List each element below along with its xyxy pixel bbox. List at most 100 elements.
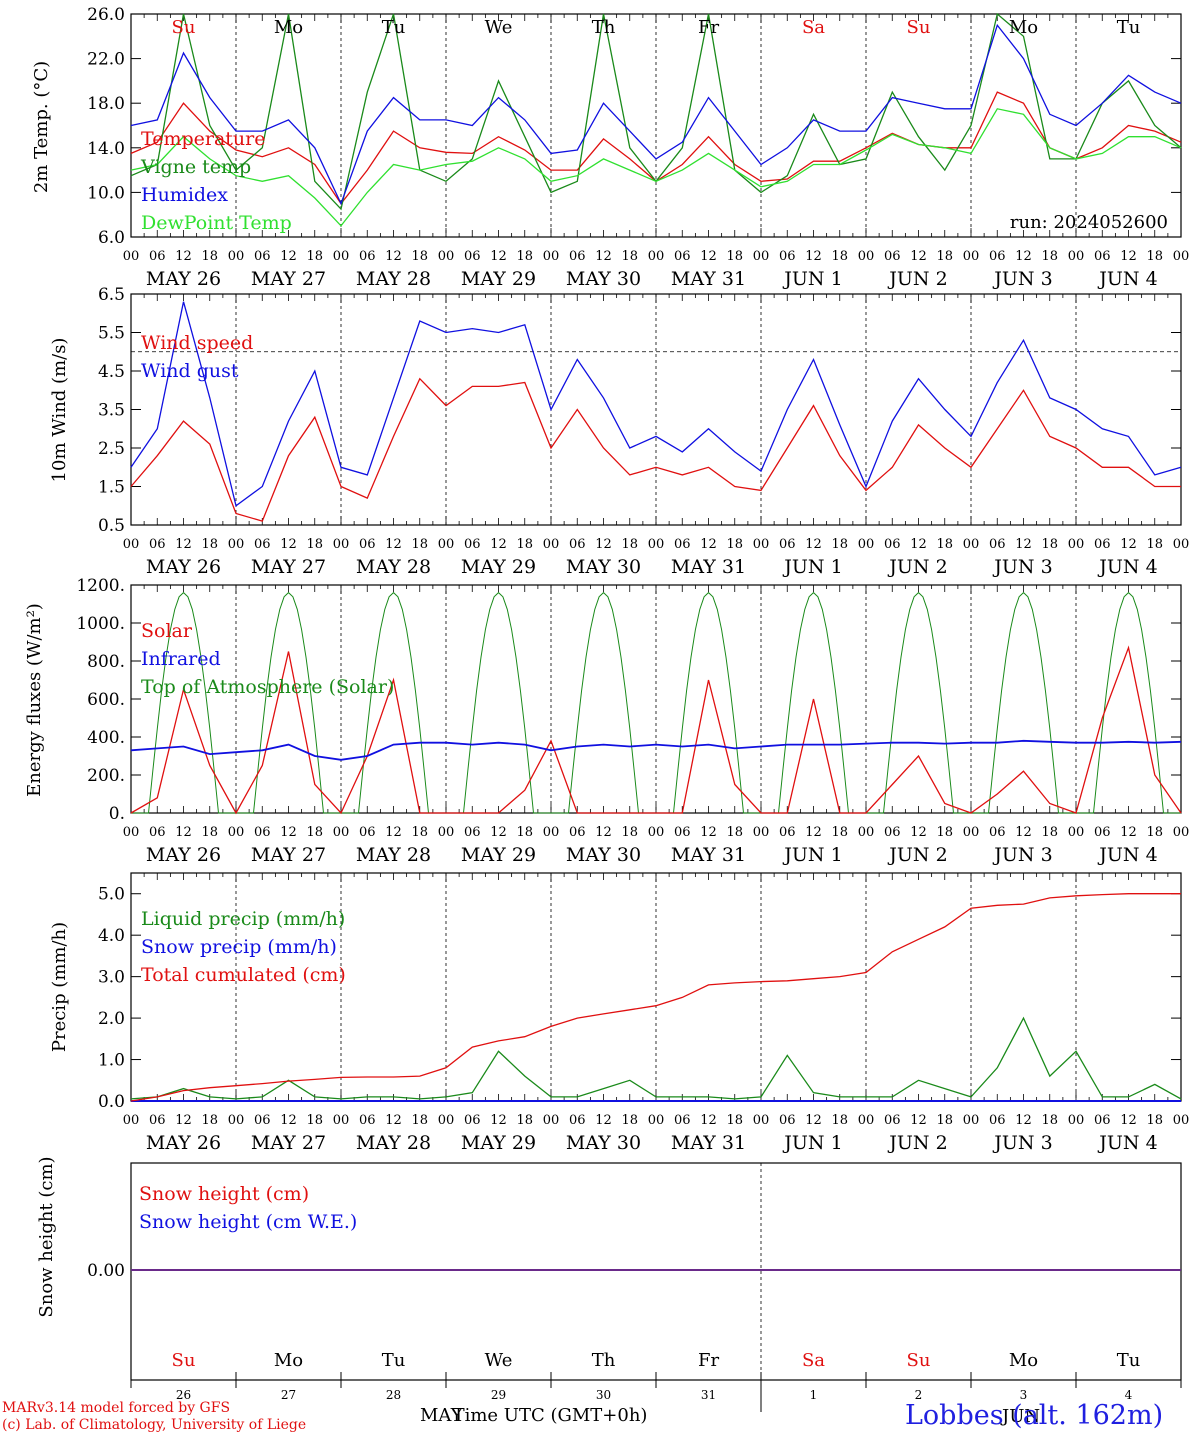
- y-tick-label: 200.: [87, 766, 125, 786]
- weekday-label: Fr: [698, 1350, 719, 1371]
- hour-tick-label: 06: [359, 249, 376, 264]
- credit-line-2: (c) Lab. of Climatology, University of L…: [2, 1417, 307, 1433]
- hour-tick-label: 00: [228, 1113, 245, 1128]
- hour-tick-label: 18: [201, 825, 218, 840]
- legend-entry: Top of Atmosphere (Solar): [141, 676, 394, 698]
- y-tick-label: 6.0: [98, 228, 125, 248]
- y-tick-label: 0.00: [87, 1261, 125, 1281]
- y-tick-label: 1.0: [98, 1051, 125, 1071]
- weekday-label: We: [485, 17, 513, 38]
- hour-tick-label: 12: [490, 1113, 507, 1128]
- hour-tick-label: 00: [858, 249, 875, 264]
- plot-frame: [130, 13, 1182, 238]
- hour-tick-label: 00: [1068, 1113, 1085, 1128]
- hour-tick-label: 06: [569, 1113, 586, 1128]
- date-label: JUN 4: [1097, 556, 1157, 578]
- hour-tick-label: 12: [700, 825, 717, 840]
- date-label: MAY 29: [461, 268, 536, 290]
- hour-tick-label: 12: [280, 249, 297, 264]
- weekday-label: Th: [592, 17, 616, 38]
- date-label: MAY 29: [461, 1132, 536, 1154]
- date-label: JUN 1: [782, 268, 842, 290]
- hour-tick-label: 12: [490, 249, 507, 264]
- hour-tick-label: 12: [805, 249, 822, 264]
- hour-tick-label: 18: [831, 537, 848, 552]
- run-annotation: run: 2024052600: [1010, 212, 1168, 233]
- month-may-label: MAY: [420, 1405, 463, 1426]
- y-tick-label: 2.0: [98, 1009, 125, 1029]
- hour-tick-label: 06: [779, 1113, 796, 1128]
- hour-tick-label: 12: [595, 249, 612, 264]
- hour-tick-label: 06: [884, 249, 901, 264]
- hour-tick-label: 12: [1120, 537, 1137, 552]
- hour-tick-label: 18: [411, 537, 428, 552]
- hour-tick-label: 00: [648, 249, 665, 264]
- y-axis-label: Snow height (cm): [36, 1156, 57, 1317]
- hour-tick-label: 18: [831, 249, 848, 264]
- y-tick-label: 600.: [87, 690, 125, 710]
- hour-tick-label: 06: [989, 249, 1006, 264]
- hour-tick-label: 06: [989, 825, 1006, 840]
- hour-tick-label: 12: [1015, 249, 1032, 264]
- hour-tick-label: 00: [858, 825, 875, 840]
- hour-tick-label: 18: [936, 825, 953, 840]
- date-label: MAY 26: [146, 556, 221, 578]
- hour-tick-label: 12: [175, 825, 192, 840]
- hour-tick-label: 06: [149, 537, 166, 552]
- weekday-label: Tu: [1117, 1350, 1141, 1371]
- hour-tick-label: 18: [1146, 249, 1163, 264]
- credit-line-1: MARv3.14 model forced by GFS: [2, 1400, 231, 1416]
- date-label: MAY 27: [251, 1132, 326, 1154]
- hour-tick-label: 12: [175, 1113, 192, 1128]
- y-tick-label: 800.: [87, 652, 125, 672]
- hour-tick-label: 00: [963, 825, 980, 840]
- weekday-label: Sa: [802, 1350, 825, 1371]
- hour-tick-label: 18: [306, 249, 323, 264]
- hour-tick-label: 18: [726, 537, 743, 552]
- date-label: MAY 27: [251, 556, 326, 578]
- wind-series-line: [130, 377, 1181, 522]
- date-label: JUN 2: [887, 844, 947, 866]
- hour-tick-label: 12: [700, 1113, 717, 1128]
- weekday-label: Tu: [382, 1350, 406, 1371]
- date-label: MAY 30: [566, 268, 641, 290]
- hour-tick-label: 06: [149, 1113, 166, 1128]
- weekday-label: Su: [172, 17, 196, 38]
- date-label: MAY 31: [671, 556, 746, 578]
- hour-tick-label: 00: [543, 249, 560, 264]
- hour-tick-label: 00: [648, 537, 665, 552]
- hour-tick-label: 00: [228, 537, 245, 552]
- hour-tick-label: 18: [306, 537, 323, 552]
- hour-tick-label: 12: [1120, 249, 1137, 264]
- date-label: JUN 3: [992, 844, 1052, 866]
- hour-tick-label: 18: [1041, 249, 1058, 264]
- legend-entry: Temperature: [141, 128, 265, 150]
- hour-tick-label: 06: [149, 825, 166, 840]
- y-tick-label: 1000.: [76, 614, 125, 634]
- date-label: MAY 26: [146, 844, 221, 866]
- hour-tick-label: 18: [201, 1113, 218, 1128]
- hour-tick-label: 06: [779, 249, 796, 264]
- hour-tick-label: 00: [123, 825, 140, 840]
- hour-tick-label: 00: [753, 825, 770, 840]
- legend-entry: Wind speed: [141, 332, 253, 354]
- day-number-label: 1: [810, 1388, 818, 1402]
- credits: MARv3.14 model forced by GFS (c) Lab. of…: [2, 1400, 306, 1434]
- weekday-label: Mo: [1009, 17, 1038, 38]
- hour-tick-label: 00: [123, 249, 140, 264]
- hour-tick-label: 06: [254, 249, 271, 264]
- hour-tick-label: 18: [726, 249, 743, 264]
- legend-entry: Snow precip (mm/h): [141, 936, 337, 958]
- weekday-label: Mo: [274, 1350, 303, 1371]
- hour-tick-label: 06: [1094, 537, 1111, 552]
- precip-series-line: [130, 893, 1181, 1102]
- hour-tick-label: 06: [674, 249, 691, 264]
- weekday-label: Su: [172, 1350, 196, 1371]
- date-label: MAY 27: [251, 844, 326, 866]
- hour-tick-label: 06: [359, 825, 376, 840]
- day-number-label: 28: [386, 1388, 401, 1402]
- x-axis-title-row: MAYTime UTC (GMT+0h): [420, 1405, 647, 1426]
- date-label: MAY 28: [356, 1132, 431, 1154]
- hour-tick-label: 06: [464, 249, 481, 264]
